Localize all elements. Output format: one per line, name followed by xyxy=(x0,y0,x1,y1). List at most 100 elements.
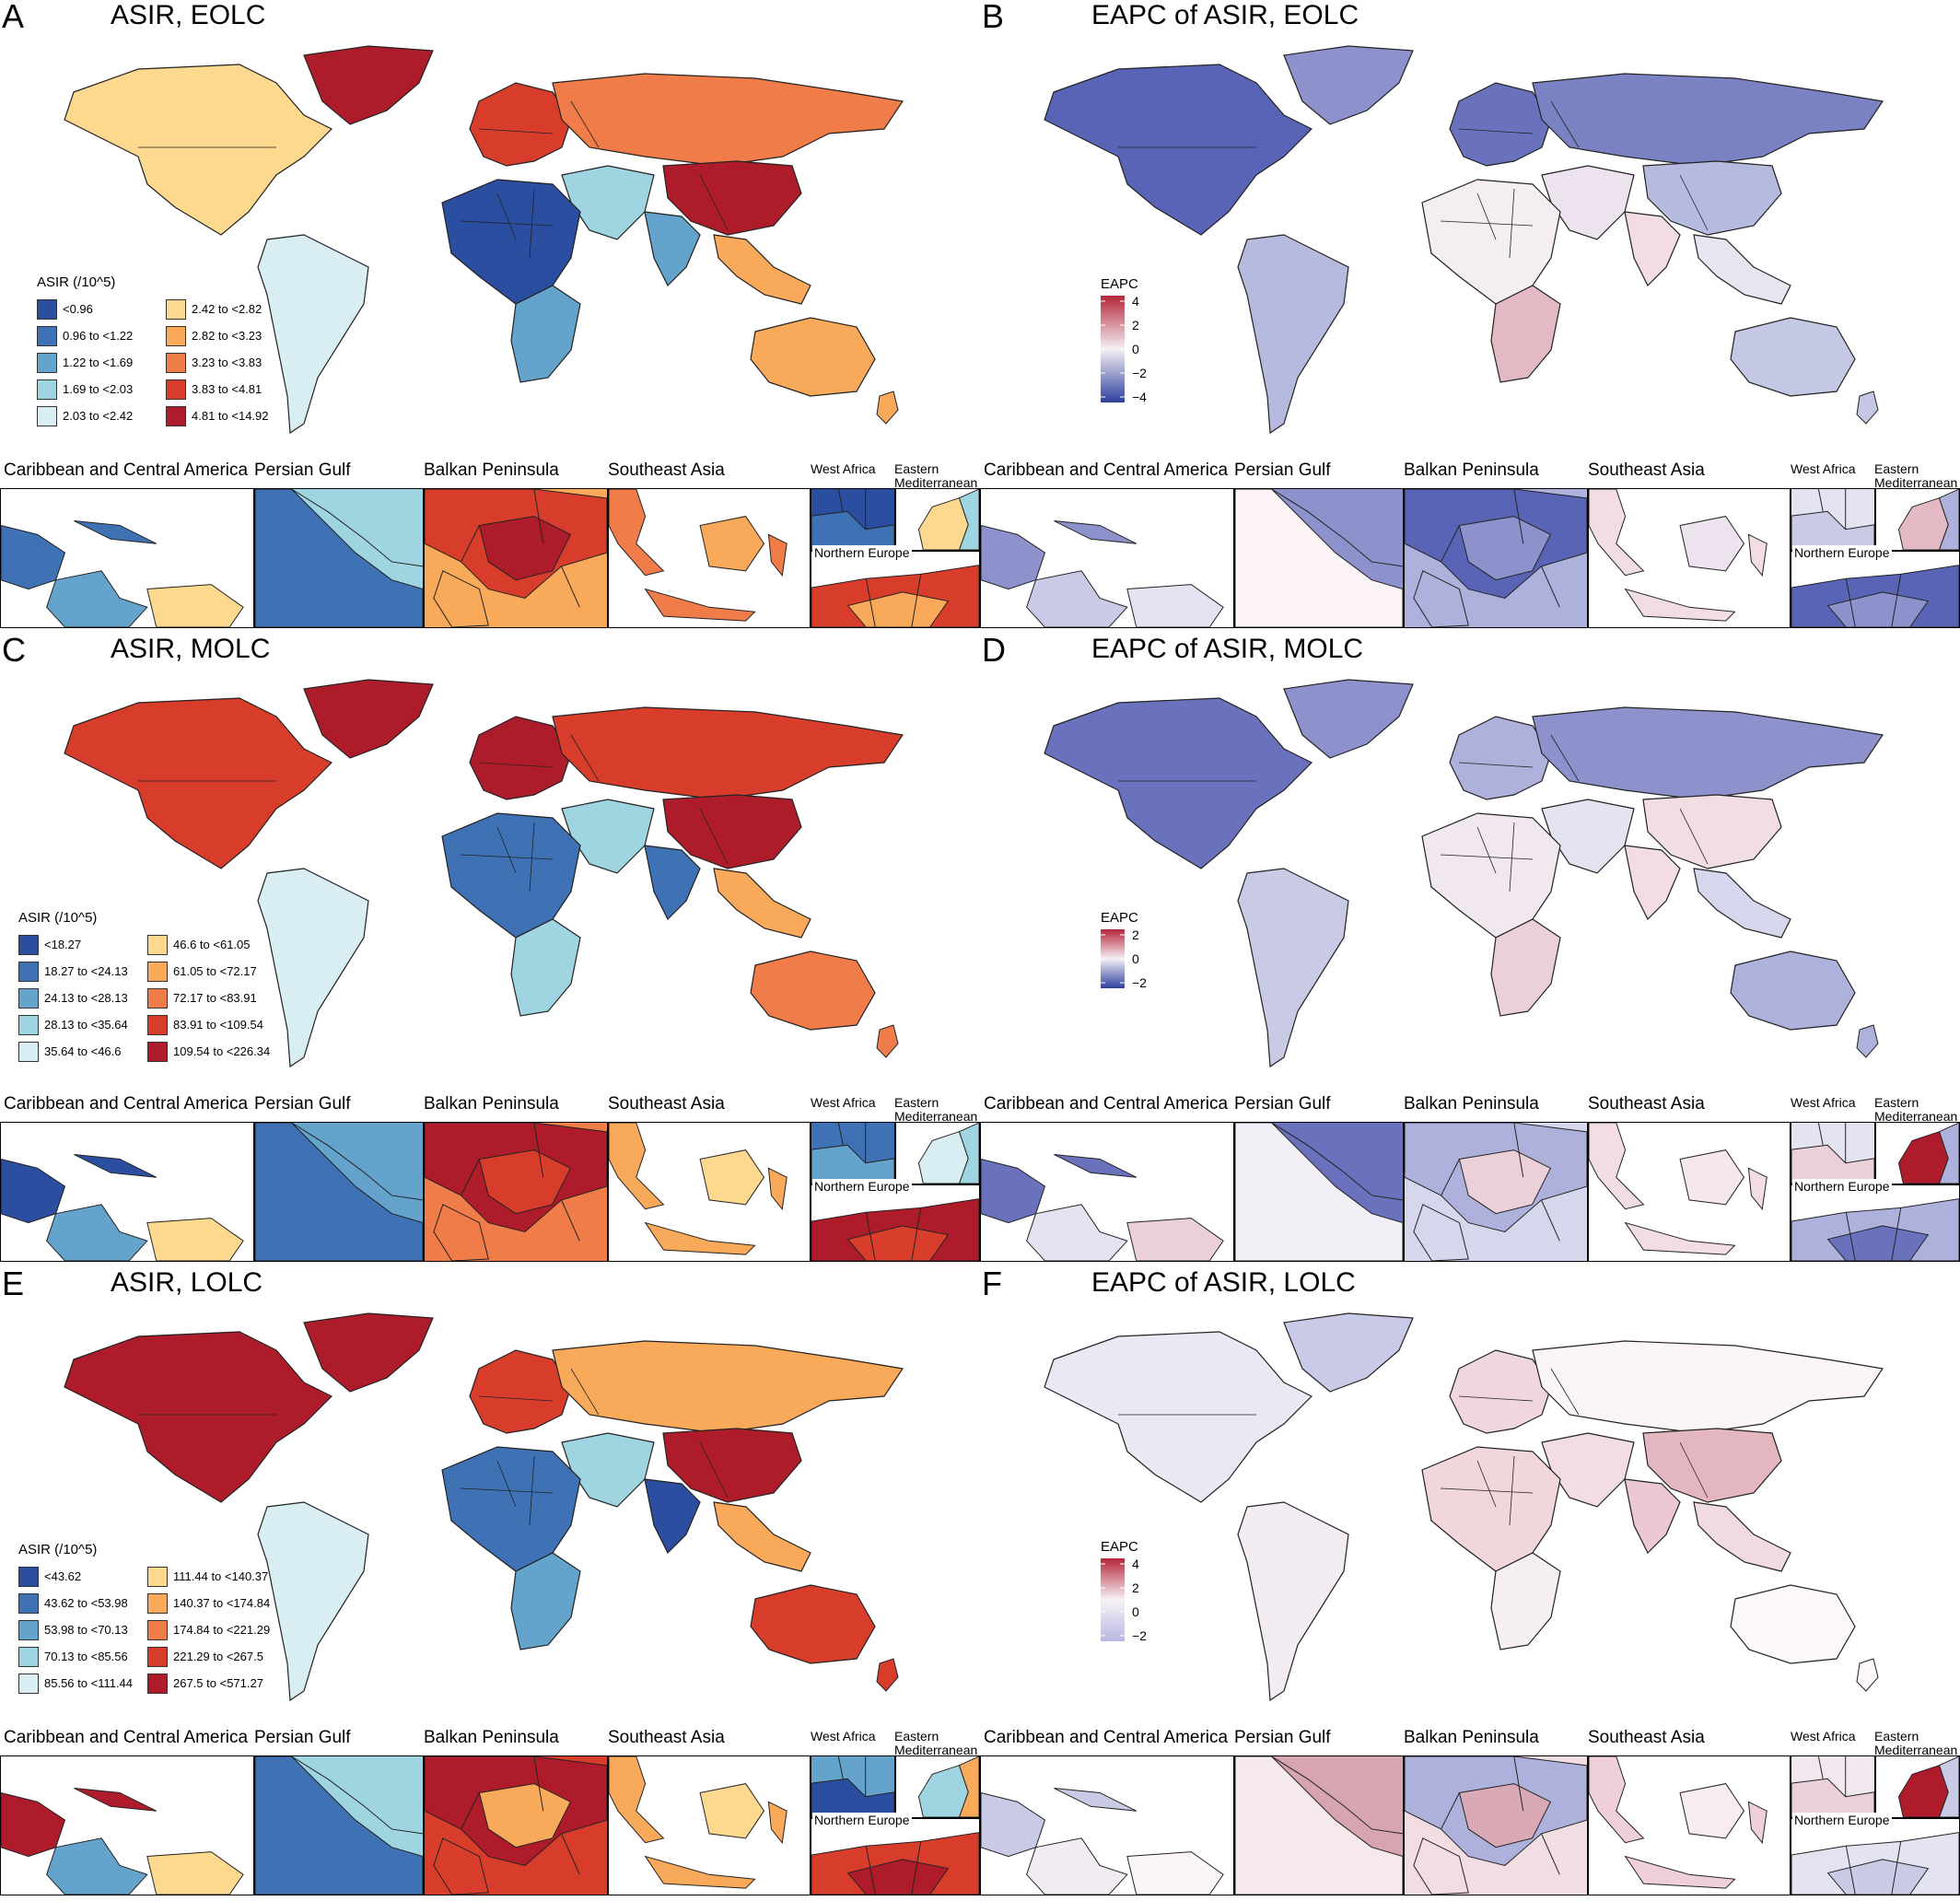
region-greenland xyxy=(1283,679,1414,759)
legend-swatch xyxy=(166,352,186,373)
region-greenland xyxy=(1283,1312,1414,1393)
inset-row: Caribbean and Central America Persian Gul… xyxy=(0,1728,980,1901)
region-russia xyxy=(1532,1340,1884,1434)
inset-label-eastern: Eastern xyxy=(1874,461,1919,476)
region-india xyxy=(644,1478,701,1555)
world-map-svg xyxy=(64,45,904,435)
border-line xyxy=(570,734,600,782)
inset-eastern-mediterranean xyxy=(1875,488,1960,551)
legend-label: <43.62 xyxy=(44,1569,82,1583)
inset-map xyxy=(425,1756,607,1895)
colorbar-tick-label: −2 xyxy=(1132,1628,1147,1643)
inset-map xyxy=(1791,1185,1959,1261)
inset-map xyxy=(1235,1756,1403,1895)
legend-label: 85.56 to <111.44 xyxy=(44,1676,134,1690)
inset-label-balkan: Balkan Peninsula xyxy=(424,1094,559,1114)
world-map xyxy=(0,1295,980,1709)
border-line xyxy=(1458,762,1534,768)
inset-map xyxy=(981,489,1233,627)
legend-swatch xyxy=(37,379,57,400)
region-new-zealand xyxy=(1856,391,1879,425)
panel-title: ASIR, MOLC xyxy=(111,634,271,664)
inset-map xyxy=(255,489,423,627)
world-map xyxy=(980,28,1960,442)
legend-item: 1.22 to <1.69 xyxy=(37,349,158,376)
inset-label-persian: Persian Gulf xyxy=(1234,1728,1331,1747)
region-russia xyxy=(1532,73,1884,167)
inset-label-sea: Southeast Asia xyxy=(1588,1094,1705,1114)
inset-label-eastern: Eastern xyxy=(894,461,939,476)
inset-map xyxy=(609,1756,810,1895)
colorbar-gradient xyxy=(1101,1558,1125,1641)
inset-label-balkan: Balkan Peninsula xyxy=(1404,1094,1539,1114)
inset-west-africa xyxy=(811,1755,895,1818)
region-europe xyxy=(469,82,572,167)
inset-map xyxy=(896,1756,979,1817)
legend-item: 43.62 to <53.98 xyxy=(18,1590,140,1616)
region-greenland xyxy=(303,679,434,759)
colorbar-title: EAPC xyxy=(1101,276,1138,292)
inset-map xyxy=(811,552,979,627)
legend-label: 43.62 to <53.98 xyxy=(44,1596,128,1610)
inset-label-caribbean: Caribbean and Central America xyxy=(984,461,1229,480)
region-sea xyxy=(1693,868,1791,939)
region-greenland xyxy=(1283,45,1414,125)
legend-label: 70.13 to <85.56 xyxy=(44,1650,128,1663)
legend-label: 2.82 to <3.23 xyxy=(192,329,262,343)
legend-item: 2.42 to <2.82 xyxy=(166,296,295,322)
inset-northern-europe xyxy=(811,1818,980,1895)
inset-map xyxy=(1791,489,1874,550)
inset-map xyxy=(1791,1123,1874,1184)
world-map-svg xyxy=(64,679,904,1068)
inset-map xyxy=(1,1756,253,1895)
colorbar-tick-label: 2 xyxy=(1132,927,1139,942)
inset-label-mediterranean: Mediterranean xyxy=(1874,1109,1958,1124)
legend-swatch xyxy=(147,1566,168,1587)
region-sa xyxy=(1237,868,1349,1068)
inset-southeast-asia xyxy=(1588,1755,1791,1895)
region-russia xyxy=(552,1340,904,1434)
inset-map xyxy=(981,1123,1233,1261)
panel-title: ASIR, EOLC xyxy=(111,0,266,30)
inset-northern-europe xyxy=(1791,551,1960,628)
border-line xyxy=(1550,1368,1580,1416)
inset-label-eastern: Eastern xyxy=(1874,1729,1919,1744)
inset-map xyxy=(896,1123,979,1184)
panel-f: F EAPC of ASIR, LOLC EAPC 4 2 0 −2 Caribbean an… xyxy=(980,1267,1960,1901)
inset-label-sea: Southeast Asia xyxy=(608,461,725,480)
inset-map xyxy=(1791,1819,1959,1895)
border-line xyxy=(496,192,517,240)
panel-letter: E xyxy=(2,1265,25,1302)
inset-map xyxy=(1,489,253,627)
inset-label-mediterranean: Mediterranean xyxy=(1874,1743,1958,1757)
inset-label-west-africa: West Africa xyxy=(811,1095,876,1110)
inset-southeast-asia xyxy=(1588,488,1791,628)
colorbar-tick-label: 2 xyxy=(1132,1580,1139,1595)
panel-letter: D xyxy=(982,631,1006,669)
panel-letter: C xyxy=(2,631,26,669)
inset-label-west-africa: West Africa xyxy=(1791,1729,1856,1744)
asir-legend: ASIR (/10^5) <43.62 111.44 to <140.37 43.62… xyxy=(18,1542,276,1697)
inset-northern-europe xyxy=(1791,1818,1960,1895)
inset-label-persian: Persian Gulf xyxy=(1234,461,1331,480)
legend-item: 0.96 to <1.22 xyxy=(37,322,158,349)
legend-label: 1.22 to <1.69 xyxy=(63,356,134,369)
inset-label-northern-europe: Northern Europe xyxy=(812,545,912,560)
inset-map xyxy=(1589,1123,1790,1261)
region-africa-s xyxy=(1490,285,1561,383)
legend-label: 61.05 to <72.17 xyxy=(173,964,257,978)
inset-map xyxy=(811,1123,894,1184)
inset-map xyxy=(609,489,810,627)
region-greenland xyxy=(303,45,434,125)
inset-map xyxy=(1235,1123,1403,1261)
world-map xyxy=(980,1295,1960,1709)
legend-grid: <18.27 46.6 to <61.05 18.27 to <24.13 61.05… xyxy=(18,931,276,1065)
legend-title: ASIR (/10^5) xyxy=(18,910,98,926)
border-line xyxy=(1509,822,1515,892)
legend-label: 83.91 to <109.54 xyxy=(173,1018,263,1032)
region-africa-s xyxy=(1490,918,1561,1017)
legend-item: 267.5 to <571.27 xyxy=(147,1670,276,1697)
region-sa xyxy=(257,868,369,1068)
legend-item: 61.05 to <72.17 xyxy=(147,958,276,985)
region-sa xyxy=(257,234,369,435)
